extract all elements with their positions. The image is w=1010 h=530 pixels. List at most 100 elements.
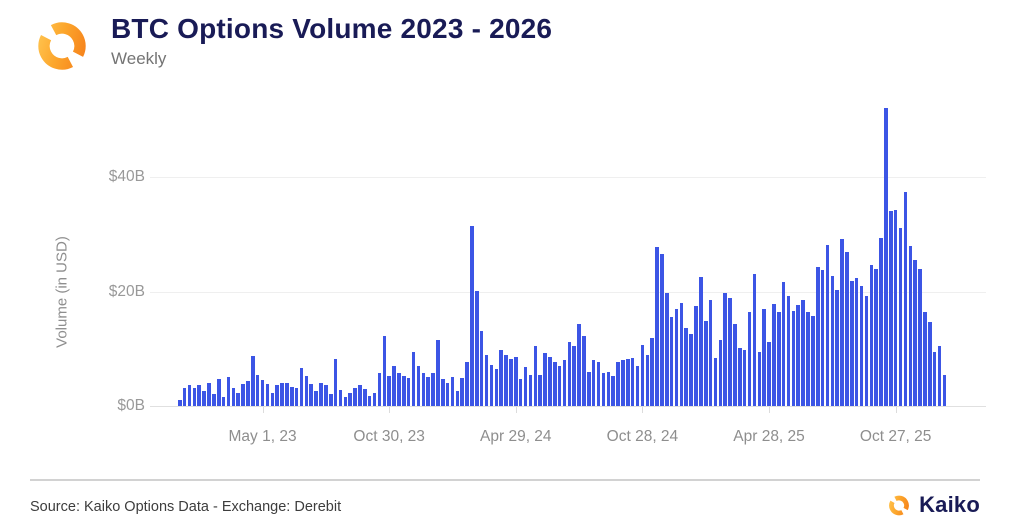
bar [319, 383, 323, 406]
bar [397, 373, 401, 406]
bar [275, 384, 279, 406]
bar [280, 382, 284, 406]
bar [742, 350, 747, 406]
x-tick-label: Oct 28, 24 [606, 428, 679, 445]
bar [328, 393, 333, 406]
bar [494, 369, 499, 406]
x-tick-mark [515, 407, 517, 413]
x-tick-mark [389, 407, 391, 413]
bar [178, 399, 182, 406]
bar [640, 345, 645, 406]
bar [324, 384, 328, 406]
bar [567, 341, 572, 406]
bar-chart: Volume (in USD) $0B $20B $40B May 1, 23 Oct … [0, 95, 1010, 460]
bar [859, 286, 864, 406]
bar [265, 384, 270, 406]
bar [893, 209, 898, 406]
page-title: BTC Options Volume 2023 - 2026 [111, 13, 553, 44]
bar [630, 357, 635, 406]
source-text: Source: Kaiko Options Data - Exchange: D… [30, 499, 342, 515]
bar [825, 244, 830, 406]
bar [241, 384, 245, 406]
x-tick-label: Oct 27, 25 [859, 428, 932, 445]
y-axis-title: Volume (in USD) [53, 236, 71, 348]
bar [528, 374, 533, 406]
bar [932, 351, 937, 406]
bar [548, 357, 552, 406]
bar [587, 371, 591, 406]
bar [752, 273, 757, 406]
bar [869, 265, 874, 406]
bar [850, 281, 854, 406]
bar [309, 384, 314, 406]
bar [538, 374, 542, 406]
bar [660, 254, 664, 406]
bar [450, 376, 455, 406]
bar [246, 380, 250, 406]
bar [557, 365, 562, 406]
bar [338, 389, 343, 406]
bar [806, 311, 810, 406]
bar [445, 382, 450, 406]
bar [665, 293, 669, 406]
bar [723, 293, 727, 406]
kaiko-logo-icon [38, 22, 86, 70]
bar [942, 374, 947, 406]
header: BTC Options Volume 2023 - 2026 Weekly [30, 13, 553, 76]
bar [606, 372, 611, 406]
bar [616, 362, 620, 406]
bar [884, 108, 888, 406]
bar [854, 278, 859, 406]
bar [845, 252, 849, 406]
bar [918, 268, 922, 406]
x-tick-mark [895, 407, 897, 413]
bar [363, 388, 367, 406]
bar [738, 347, 742, 406]
bar [757, 351, 762, 406]
x-tick-mark [769, 407, 771, 413]
bar [367, 396, 372, 406]
bar [212, 393, 216, 406]
footer-divider [30, 479, 980, 481]
bar [601, 373, 606, 406]
bar [591, 360, 596, 406]
bar [426, 376, 430, 406]
bar [411, 351, 416, 406]
bar [377, 373, 382, 406]
gridline-$40B [150, 177, 986, 178]
bar [353, 387, 357, 406]
bar [299, 368, 304, 406]
bar [431, 373, 435, 406]
bar [684, 328, 689, 406]
bar [864, 295, 869, 406]
bar [290, 386, 294, 406]
y-tick-label: $20B [108, 282, 145, 300]
bar [202, 390, 206, 406]
bar [358, 384, 362, 406]
bar [533, 346, 538, 406]
bar [543, 352, 547, 406]
bar [552, 361, 557, 406]
header-text: BTC Options Volume 2023 - 2026 Weekly [111, 13, 553, 69]
bar [421, 373, 426, 406]
bar [406, 377, 411, 406]
kaiko-logo-icon [889, 495, 909, 515]
bar [504, 355, 508, 406]
bar [484, 355, 489, 406]
bar [733, 323, 737, 406]
bar [402, 375, 406, 406]
bar [796, 305, 801, 406]
bar [747, 311, 752, 406]
bar [436, 340, 440, 406]
bar [840, 239, 844, 406]
bar [197, 385, 202, 406]
bar [514, 357, 518, 406]
bar [596, 362, 601, 406]
bar [343, 397, 348, 406]
bar [251, 356, 255, 406]
bar [674, 309, 679, 406]
bar [392, 365, 396, 406]
bar [694, 306, 698, 406]
bar [937, 346, 942, 406]
